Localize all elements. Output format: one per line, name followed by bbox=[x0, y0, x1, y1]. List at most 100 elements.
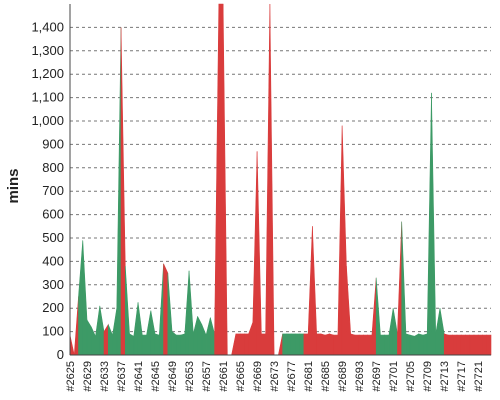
area-segment bbox=[210, 317, 215, 356]
area-segment bbox=[235, 333, 241, 356]
area-segment bbox=[469, 334, 475, 356]
area-segment bbox=[486, 334, 492, 356]
area-segment bbox=[167, 273, 173, 356]
area-segment bbox=[452, 334, 458, 356]
x-tick-label: #2629 bbox=[82, 361, 94, 392]
area-segment bbox=[422, 333, 428, 356]
y-tick-label: 1,300 bbox=[31, 43, 64, 58]
area-segment bbox=[150, 310, 156, 356]
area-segment bbox=[375, 277, 381, 356]
area-segment bbox=[265, 3, 271, 356]
x-tick-label: #2633 bbox=[99, 361, 111, 392]
area-segment bbox=[456, 334, 462, 356]
y-tick-label: 1,000 bbox=[31, 113, 64, 128]
area-segment bbox=[116, 27, 122, 356]
area-segment bbox=[133, 302, 139, 356]
area-segment bbox=[146, 310, 152, 356]
area-segment bbox=[388, 308, 394, 356]
x-tick-labels: #2625 #2629 #2633 #2637 #2641 #2645 #2649 #2653… bbox=[65, 361, 485, 392]
x-tick-label: #2677 bbox=[286, 361, 298, 392]
area-segment bbox=[201, 324, 207, 356]
x-tick-label: #2665 bbox=[235, 361, 247, 392]
area-segment bbox=[392, 308, 398, 356]
area-segment bbox=[363, 334, 368, 356]
area-segment bbox=[426, 92, 432, 356]
x-tick-label: #2669 bbox=[252, 361, 264, 392]
area-segment bbox=[473, 334, 479, 356]
area-segment bbox=[244, 333, 249, 356]
area-segment bbox=[95, 305, 101, 356]
area-segment bbox=[222, 3, 228, 356]
x-tick-label: #2693 bbox=[354, 361, 366, 392]
y-tick-label: 300 bbox=[42, 277, 64, 292]
area-segment bbox=[401, 221, 407, 356]
area-segment bbox=[99, 305, 105, 356]
area-segment bbox=[384, 334, 390, 356]
area-segment bbox=[269, 3, 275, 356]
area-segment bbox=[193, 316, 198, 356]
area-segment bbox=[252, 151, 258, 356]
y-tick-label: 700 bbox=[42, 183, 64, 198]
area-segment bbox=[477, 334, 483, 356]
area-segment bbox=[137, 302, 143, 356]
x-tick-label: #2681 bbox=[303, 361, 315, 392]
y-tick-label: 1,400 bbox=[31, 19, 64, 34]
area-segment bbox=[346, 266, 351, 356]
y-tick-label: 100 bbox=[42, 324, 64, 339]
x-tick-label: #2625 bbox=[65, 361, 77, 392]
area-segment bbox=[324, 333, 330, 356]
area-segment bbox=[354, 334, 360, 356]
x-tick-label: #2673 bbox=[269, 361, 281, 392]
y-tick-label: 0 bbox=[57, 347, 64, 362]
area-segment bbox=[112, 308, 118, 356]
area-segment bbox=[465, 334, 471, 356]
area-segment bbox=[141, 334, 147, 356]
area-segment bbox=[439, 308, 445, 356]
area-segment bbox=[341, 125, 347, 356]
grid-lines bbox=[70, 26, 491, 333]
y-tick-label: 900 bbox=[42, 136, 64, 151]
area-segment bbox=[197, 316, 203, 356]
area-segment bbox=[218, 3, 224, 356]
area-segment bbox=[320, 333, 326, 356]
area-segment bbox=[405, 333, 411, 356]
area-segment bbox=[171, 330, 177, 356]
area-segment bbox=[448, 334, 454, 356]
y-tick-label: 1,200 bbox=[31, 66, 64, 81]
area-segment bbox=[231, 333, 237, 356]
x-tick-label: #2653 bbox=[184, 361, 196, 392]
x-tick-label: #2689 bbox=[337, 361, 349, 392]
x-tick-label: #2697 bbox=[371, 361, 383, 392]
y-tick-label: 1,100 bbox=[31, 90, 64, 105]
area-segment bbox=[261, 333, 266, 356]
area-segment bbox=[337, 125, 343, 356]
y-tick-labels: 0 100 200 300 400 500 600 700 800 900 1,000 1,100 1,… bbox=[31, 19, 64, 362]
area-segment bbox=[333, 334, 339, 356]
x-tick-label: #2685 bbox=[320, 361, 332, 392]
axes bbox=[69, 4, 491, 356]
area-segment bbox=[303, 333, 309, 356]
area-segment bbox=[295, 333, 300, 356]
area-segment bbox=[163, 263, 169, 356]
x-tick-label: #2701 bbox=[388, 361, 400, 392]
x-tick-label: #2709 bbox=[422, 361, 434, 392]
area-segment bbox=[214, 3, 220, 356]
area-segment bbox=[371, 277, 377, 356]
area-segment bbox=[129, 333, 135, 356]
area-segment bbox=[78, 240, 84, 356]
area-segment bbox=[358, 334, 364, 356]
area-segment bbox=[316, 333, 322, 356]
area-segment bbox=[103, 323, 109, 356]
area-segment bbox=[435, 308, 441, 356]
area-segment bbox=[286, 333, 292, 356]
area-segment bbox=[69, 335, 75, 356]
x-tick-label: #2637 bbox=[116, 361, 128, 392]
duration-areas bbox=[69, 3, 492, 356]
area-segment bbox=[443, 333, 449, 356]
area-segment bbox=[205, 317, 211, 356]
x-tick-label: #2657 bbox=[201, 361, 213, 392]
x-tick-label: #2721 bbox=[473, 361, 485, 392]
x-tick-label: #2661 bbox=[218, 361, 230, 392]
area-segment bbox=[154, 333, 160, 356]
area-segment bbox=[107, 324, 113, 356]
